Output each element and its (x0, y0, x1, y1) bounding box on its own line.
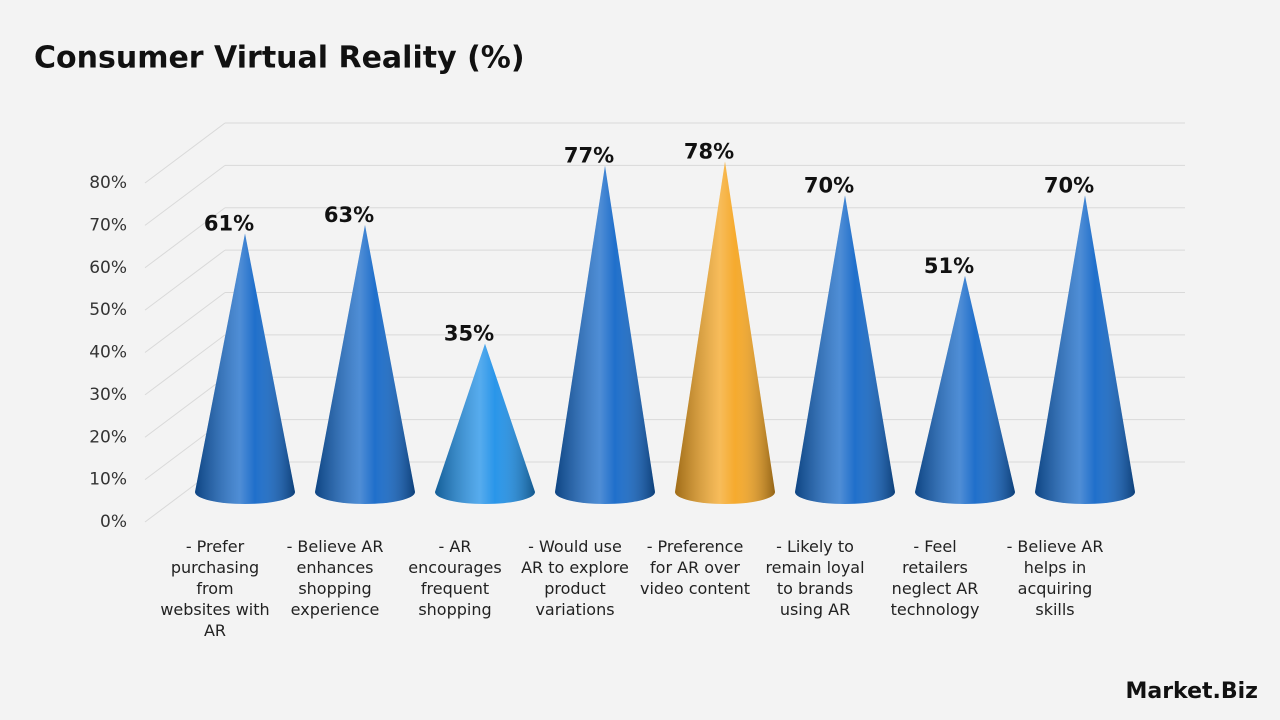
cone-shade (675, 161, 775, 504)
cone-shade (795, 195, 895, 504)
chart-title: Consumer Virtual Reality (%) (34, 41, 525, 76)
value-label: 63% (324, 203, 374, 227)
x-tick-label: - Preference for AR over video content (639, 537, 751, 598)
grid-line-depth (144, 164, 226, 226)
logo: Market.Biz (1125, 679, 1258, 704)
y-tick-label: 70% (89, 215, 127, 235)
y-tick-label: 0% (100, 512, 127, 532)
cone-shade (195, 233, 295, 504)
y-tick-label: 20% (89, 427, 127, 447)
value-label: 78% (684, 139, 734, 163)
cone-shade (915, 275, 1015, 504)
x-tick-label: - Would use AR to explore product variat… (521, 537, 629, 619)
y-tick-label: 50% (89, 300, 127, 320)
x-tick-label: - Likely to remain loyal to brands using… (765, 537, 865, 619)
cone-shade (435, 343, 535, 504)
x-tick-label: - Believe AR enhances shopping experienc… (286, 537, 384, 619)
cone-shade (1035, 195, 1135, 504)
value-label: 35% (444, 322, 494, 346)
x-tick-label: - Believe AR helps in acquiring skills (1006, 537, 1104, 619)
grid-line-depth (144, 376, 226, 438)
grid-line-depth (144, 207, 226, 269)
cone-shade (555, 165, 655, 504)
x-tick-label: - AR encourages frequent shopping (408, 537, 502, 619)
grid-line-depth (144, 122, 226, 184)
value-label: 61% (204, 212, 254, 236)
cone-shade (315, 225, 415, 504)
value-label: 70% (804, 173, 854, 197)
grid-line-depth (144, 334, 226, 396)
value-label: 77% (564, 144, 614, 168)
y-tick-label: 60% (89, 258, 127, 278)
grid-line-depth (144, 292, 226, 353)
x-tick-label: - Feel retailers neglect AR technology (890, 537, 980, 619)
y-tick-label: 80% (89, 173, 127, 193)
grid-line-depth (144, 249, 226, 311)
y-tick-label: 40% (89, 343, 127, 363)
x-tick-label: - Prefer purchasing from websites with A… (160, 537, 270, 640)
y-tick-label: 10% (89, 470, 127, 490)
y-tick-label: 30% (89, 385, 127, 405)
value-label: 70% (1044, 173, 1094, 197)
value-label: 51% (924, 254, 974, 278)
